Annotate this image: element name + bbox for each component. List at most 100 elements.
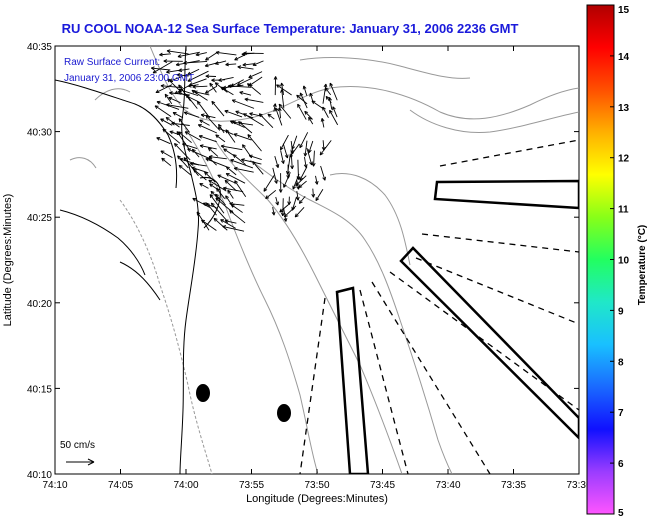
current-vector [282,143,288,159]
current-vector-head [274,180,278,184]
current-vector-head [308,149,312,154]
current-vector [205,51,218,61]
current-vector-head [192,86,197,89]
current-vector [192,148,200,158]
current-vector [299,166,308,181]
current-vector [225,63,237,66]
current-vector-head [183,60,187,64]
current-vector [176,131,191,151]
current-vector-head [176,131,178,136]
current-vector [155,84,173,93]
current-vector-head [244,98,248,102]
current-vector [184,131,201,141]
current-vector-head [167,78,170,83]
y-tick-label: 40:10 [27,470,52,481]
current-vector-head [229,202,234,204]
current-vector-head [329,82,334,86]
current-vector-head [183,62,188,65]
current-vector-head [225,64,229,67]
current-vector-head [237,65,242,68]
current-vector-head [283,160,285,164]
current-vector-head [259,113,263,116]
current-vector-head [252,161,254,165]
colorbar-tick-label: 13 [618,103,630,114]
current-vector-head [311,100,316,102]
current-vector-head [238,121,241,125]
plot-area [54,45,580,475]
current-vector-head [218,78,222,81]
current-vector [291,196,297,211]
current-vector-head [280,212,284,217]
current-vector-head [234,166,238,169]
current-vector-head [234,180,238,183]
current-vector-head [300,92,304,96]
current-vector-head [277,164,280,168]
current-vector-head [224,220,229,224]
current-vector-head [242,62,247,66]
current-vector-head [225,195,229,198]
current-vector-head [242,64,247,67]
current-vector-head [193,168,197,171]
current-vector-head [154,105,158,110]
current-vector-head [208,179,212,184]
colorbar-tick-label: 10 [618,256,630,267]
current-vector-head [178,68,182,72]
y-tick-label: 40:15 [27,384,52,395]
current-vector-head [304,153,308,157]
current-vector [274,155,279,168]
current-vector-head [332,106,336,110]
colorbar-tick-label: 8 [618,357,624,368]
colorbar-tick-label: 12 [618,154,630,165]
current-vector-head [265,195,268,199]
current-vector-head [279,107,282,111]
current-vector [210,202,228,222]
current-vector-head [202,203,206,207]
current-vector-head [295,182,298,186]
current-vector [243,113,264,127]
current-vector [208,179,227,192]
current-vector [311,100,324,110]
current-vector [210,190,220,200]
current-vector-head [183,157,188,160]
current-vector-head [243,52,247,56]
current-vector-head [277,201,280,206]
current-vector [304,140,308,157]
current-vector-head [292,186,296,190]
current-vector-head [247,134,252,137]
current-vector [252,161,264,175]
current-vector-head [178,84,182,87]
current-vectors [150,49,339,232]
current-vector-head [222,226,226,229]
current-vector-head [222,225,227,227]
current-vector-head [166,71,170,74]
current-vector-head [213,218,216,222]
current-vector-head [200,114,205,118]
current-vector-head [166,49,171,52]
current-vector [164,93,173,105]
colorbar-label: Temperature (°C) [637,225,648,306]
current-vector [233,133,252,141]
current-vector [304,110,313,120]
current-vector-head [329,109,333,113]
current-vector-head [166,116,170,119]
current-vector [211,100,225,117]
current-vector-head [328,97,330,101]
current-vector-head [215,82,219,84]
current-vector-head [263,189,268,192]
legend-line-2: January 31, 2006 23:00 GMT [64,73,194,84]
current-vector-head [289,153,291,158]
current-vector-head [209,194,212,199]
current-vector-head [304,110,309,113]
current-vector [197,101,211,119]
current-vector-head [311,162,314,167]
current-vector-head [233,167,238,171]
current-vector [215,193,226,206]
x-tick-label: 73:45 [370,480,395,491]
current-vector [313,150,315,167]
current-vector-head [169,92,173,95]
colorbar-tick-label: 14 [618,52,630,63]
current-vector-head [205,90,208,94]
y-tick-label: 40:25 [27,213,52,224]
current-vector [166,104,189,109]
current-vector-head [207,147,211,152]
